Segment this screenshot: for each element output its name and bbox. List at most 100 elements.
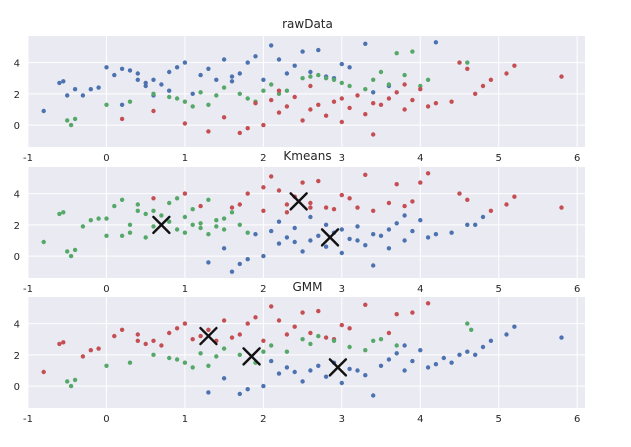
data-point bbox=[559, 335, 564, 340]
data-point bbox=[135, 332, 140, 337]
data-point bbox=[355, 93, 360, 98]
data-point bbox=[245, 126, 250, 131]
data-point bbox=[410, 97, 415, 103]
x-tick-label: -1 bbox=[23, 284, 33, 295]
data-point bbox=[378, 69, 384, 75]
data-point bbox=[386, 82, 392, 87]
data-point bbox=[143, 235, 148, 240]
x-tick-label: 2 bbox=[260, 153, 266, 164]
data-point bbox=[371, 101, 376, 106]
data-point bbox=[347, 236, 352, 242]
data-point bbox=[237, 71, 242, 76]
data-point bbox=[308, 74, 313, 79]
data-point bbox=[386, 200, 392, 206]
data-point bbox=[229, 74, 235, 79]
data-point bbox=[104, 363, 109, 368]
data-point bbox=[206, 197, 211, 202]
data-point bbox=[339, 322, 344, 328]
data-point bbox=[261, 338, 266, 343]
data-point bbox=[104, 233, 109, 238]
data-point bbox=[261, 185, 266, 190]
data-point bbox=[465, 197, 470, 202]
data-point bbox=[457, 60, 462, 65]
series-2 bbox=[65, 49, 470, 128]
data-point bbox=[72, 116, 78, 122]
data-point bbox=[473, 222, 478, 227]
series-1 bbox=[41, 196, 250, 259]
data-point bbox=[112, 72, 117, 78]
data-point bbox=[214, 218, 219, 223]
data-point bbox=[347, 326, 352, 331]
data-point bbox=[269, 174, 274, 179]
data-point bbox=[308, 330, 313, 336]
data-point bbox=[245, 60, 250, 65]
data-point bbox=[316, 233, 321, 238]
data-point bbox=[159, 343, 164, 348]
data-point bbox=[402, 72, 407, 78]
data-point bbox=[308, 238, 313, 243]
x-tick-label: 1 bbox=[182, 153, 188, 164]
data-point bbox=[316, 47, 321, 53]
data-point bbox=[465, 66, 470, 72]
x-tick-label: 2 bbox=[260, 414, 266, 425]
data-point bbox=[261, 253, 266, 259]
data-point bbox=[206, 129, 211, 134]
y-tick-label: 0 bbox=[14, 121, 20, 132]
data-point bbox=[480, 344, 486, 350]
data-point bbox=[323, 76, 329, 81]
data-point bbox=[198, 221, 203, 226]
data-point bbox=[347, 366, 352, 372]
data-point bbox=[480, 214, 486, 220]
data-point bbox=[363, 348, 368, 353]
data-point bbox=[159, 213, 164, 218]
data-point bbox=[331, 77, 337, 83]
series-1 bbox=[41, 40, 439, 114]
data-point bbox=[386, 330, 392, 336]
data-point bbox=[363, 243, 368, 248]
data-point bbox=[119, 116, 125, 122]
data-point bbox=[245, 387, 250, 392]
data-point bbox=[221, 115, 227, 120]
data-point bbox=[237, 202, 242, 207]
data-point bbox=[402, 213, 407, 218]
data-point bbox=[394, 51, 399, 56]
data-point bbox=[127, 222, 133, 227]
center-stroke bbox=[320, 228, 340, 247]
data-point bbox=[323, 244, 329, 249]
data-point bbox=[371, 263, 376, 268]
data-point bbox=[316, 72, 321, 78]
data-point bbox=[182, 360, 188, 365]
data-point bbox=[41, 369, 46, 375]
data-point bbox=[237, 332, 242, 337]
data-point bbox=[269, 43, 274, 48]
data-point bbox=[300, 118, 305, 123]
data-point bbox=[371, 393, 376, 398]
data-point bbox=[284, 235, 290, 240]
data-point bbox=[127, 360, 133, 365]
data-point bbox=[433, 101, 439, 106]
data-point bbox=[229, 269, 235, 274]
data-point bbox=[206, 390, 211, 395]
data-point bbox=[300, 49, 305, 54]
data-point bbox=[245, 257, 250, 262]
data-point bbox=[143, 341, 148, 347]
data-point bbox=[182, 99, 188, 104]
data-point bbox=[276, 188, 282, 193]
data-point bbox=[425, 77, 431, 83]
data-point bbox=[292, 369, 297, 375]
data-point bbox=[57, 80, 62, 86]
data-point bbox=[347, 196, 352, 201]
data-point bbox=[167, 94, 172, 100]
data-point bbox=[182, 321, 188, 326]
data-point bbox=[143, 80, 148, 86]
series-2 bbox=[151, 171, 564, 215]
cluster-center-marker bbox=[289, 192, 308, 211]
data-point bbox=[57, 211, 62, 217]
data-point bbox=[355, 205, 360, 210]
data-point bbox=[245, 191, 250, 196]
data-point bbox=[339, 80, 344, 86]
data-point bbox=[276, 241, 282, 246]
data-point bbox=[378, 337, 384, 342]
data-point bbox=[104, 102, 109, 108]
cluster-center-marker bbox=[320, 228, 340, 247]
